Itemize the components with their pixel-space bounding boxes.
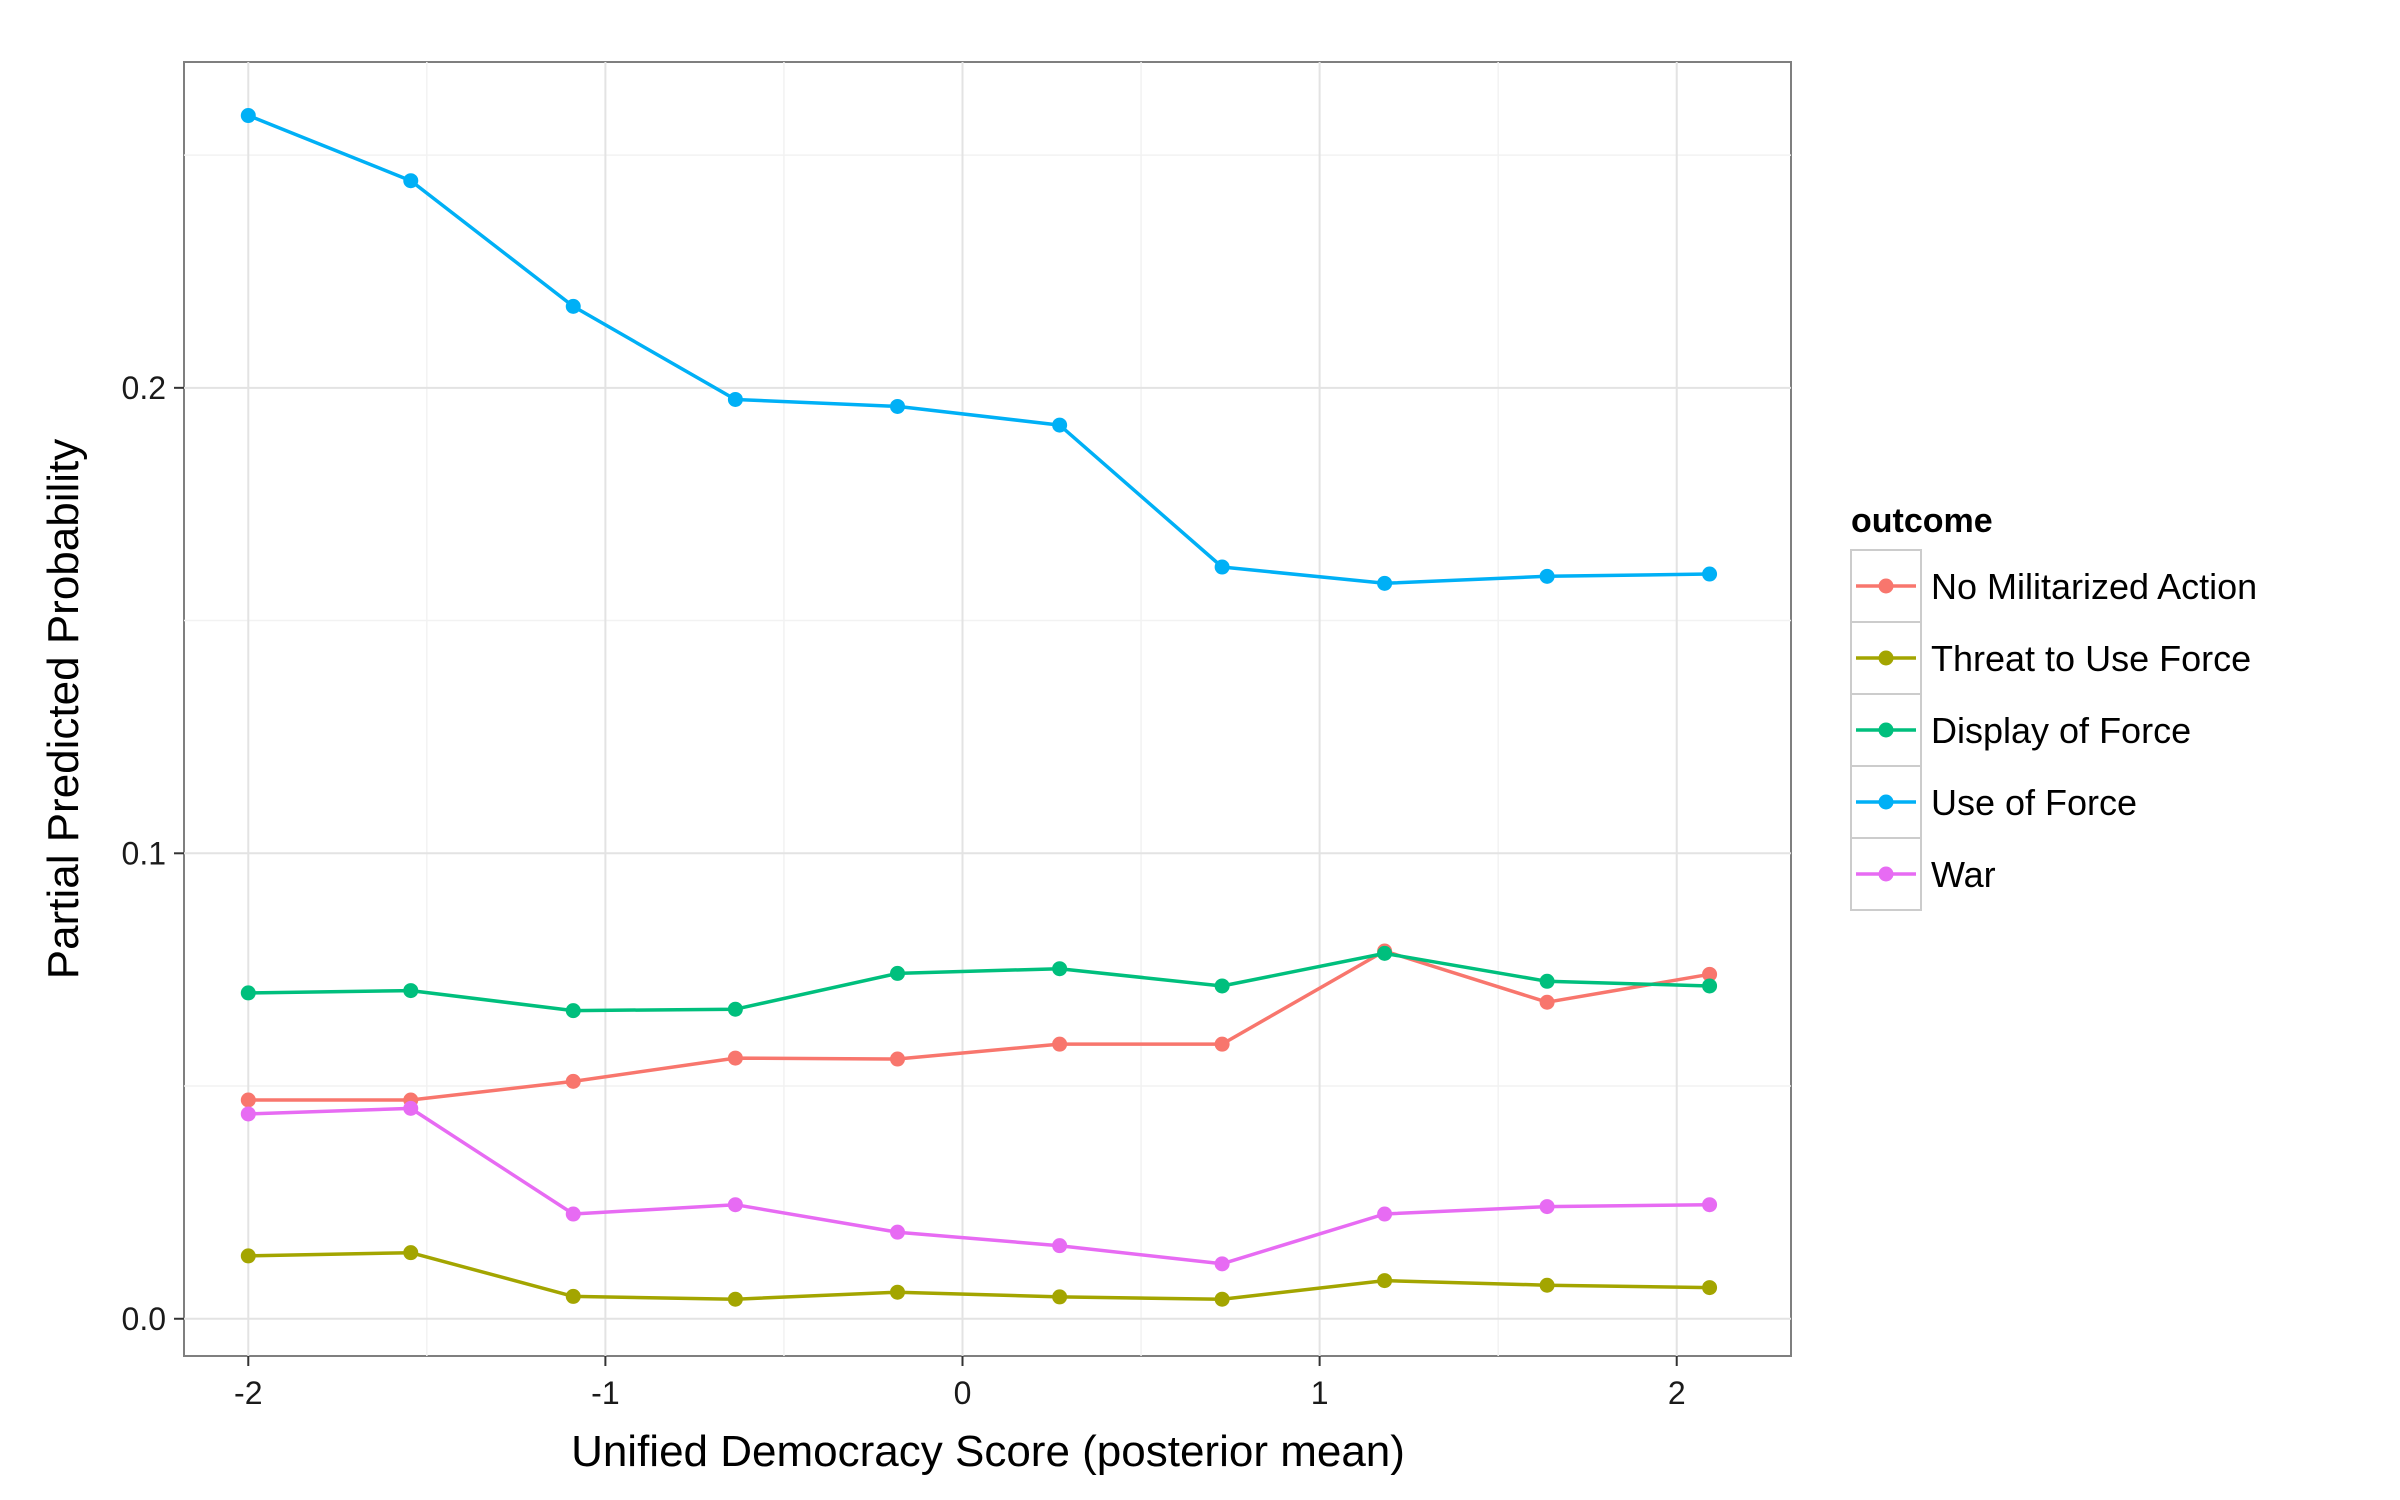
data-point-threat-to-use-force [565,1288,581,1304]
data-point-display-of-force [727,1001,743,1017]
y-axis-ticks: 0.0 0.1 0.2 [122,370,184,1337]
data-point-no-militarized-action [727,1050,743,1066]
data-point-display-of-force [565,1003,581,1019]
data-point-war [1539,1199,1555,1215]
data-point-threat-to-use-force [1702,1280,1718,1296]
x-tick-label: -1 [591,1375,619,1411]
data-point-display-of-force [1377,945,1393,961]
y-tick-label: 0.2 [122,370,166,406]
data-point-war [727,1197,743,1213]
legend-item-threat-to-use-force: Threat to Use Force [1850,621,2251,695]
data-point-war [1377,1206,1393,1222]
data-point-use-of-force [1702,566,1718,582]
data-point-threat-to-use-force [1214,1291,1230,1307]
data-point-war [240,1106,256,1122]
data-point-display-of-force [1214,978,1230,994]
data-point-war [1702,1197,1718,1213]
legend-item-war: War [1850,837,1996,911]
data-point-display-of-force [1702,978,1718,994]
y-tick-label: 0.0 [122,1301,166,1337]
data-point-use-of-force [727,391,743,407]
legend: outcome No Militarized Action Threat to U… [1850,502,2257,911]
x-tick-label: 2 [1668,1375,1686,1411]
legend-label: Use of Force [1931,782,2137,823]
data-point-war [1214,1256,1230,1272]
minor-gridlines [184,62,1791,1356]
data-point-no-militarized-action [1052,1036,1068,1052]
series-line-use-of-force [247,113,1710,586]
data-point-use-of-force [1214,559,1230,575]
data-point-use-of-force [890,398,906,414]
data-point-threat-to-use-force [890,1284,906,1300]
series-line-war [248,1106,1710,1266]
legend-label: Display of Force [1931,710,2191,751]
series-line-no-militarized-action [248,949,1710,1102]
y-axis-title: Partial Predicted Probability [39,439,88,979]
data-point-war [1052,1238,1068,1254]
data-point-display-of-force [1052,961,1068,977]
data-point-war [565,1206,581,1222]
data-point-use-of-force [565,298,581,314]
legend-label: Threat to Use Force [1931,638,2251,679]
legend-label: No Militarized Action [1931,566,2257,607]
series-line-display-of-force [248,951,1710,1013]
data-point-use-of-force [1052,417,1068,433]
legend-item-no-militarized-action: No Militarized Action [1850,549,2257,623]
series-line-threat-to-use-force [248,1250,1710,1301]
data-point-display-of-force [1539,973,1555,989]
x-tick-label: 0 [954,1375,972,1411]
x-axis-ticks: -2 -1 0 1 2 [234,1356,1686,1411]
data-point-display-of-force [403,983,419,999]
data-point-use-of-force [1539,568,1555,584]
series-lines [247,113,1710,1301]
data-point-use-of-force [240,108,256,124]
x-axis-title: Unified Democracy Score (posterior mean) [571,1427,1405,1476]
series-points [240,108,1718,1307]
legend-item-use-of-force: Use of Force [1850,765,2137,839]
legend-item-display-of-force: Display of Force [1850,693,2191,767]
data-point-no-militarized-action [1539,994,1555,1010]
data-point-threat-to-use-force [727,1291,743,1307]
x-tick-label: -2 [234,1375,262,1411]
plot-panel [183,61,1792,1357]
legend-key-point [1878,794,1894,810]
legend-key-point [1878,578,1894,594]
data-point-war [403,1100,419,1116]
legend-label: War [1931,854,1996,895]
data-point-no-militarized-action [240,1092,256,1108]
legend-key-point [1878,722,1894,738]
x-tick-label: 1 [1311,1375,1329,1411]
legend-key-point [1878,650,1894,666]
data-point-no-militarized-action [565,1073,581,1089]
data-point-war [890,1224,906,1240]
data-point-display-of-force [240,985,256,1001]
data-point-no-militarized-action [890,1051,906,1067]
data-point-no-militarized-action [1214,1036,1230,1052]
data-point-display-of-force [890,965,906,981]
y-tick-label: 0.1 [122,835,166,871]
data-point-threat-to-use-force [1377,1273,1393,1289]
major-gridlines [184,62,1791,1356]
data-point-threat-to-use-force [240,1248,256,1264]
data-point-threat-to-use-force [1539,1277,1555,1293]
data-point-use-of-force [403,173,419,189]
legend-title: outcome [1851,502,1993,540]
data-point-threat-to-use-force [1052,1289,1068,1305]
data-point-no-militarized-action [1702,966,1718,982]
legend-key-point [1878,866,1894,882]
data-point-use-of-force [1377,575,1393,591]
data-point-threat-to-use-force [403,1245,419,1261]
